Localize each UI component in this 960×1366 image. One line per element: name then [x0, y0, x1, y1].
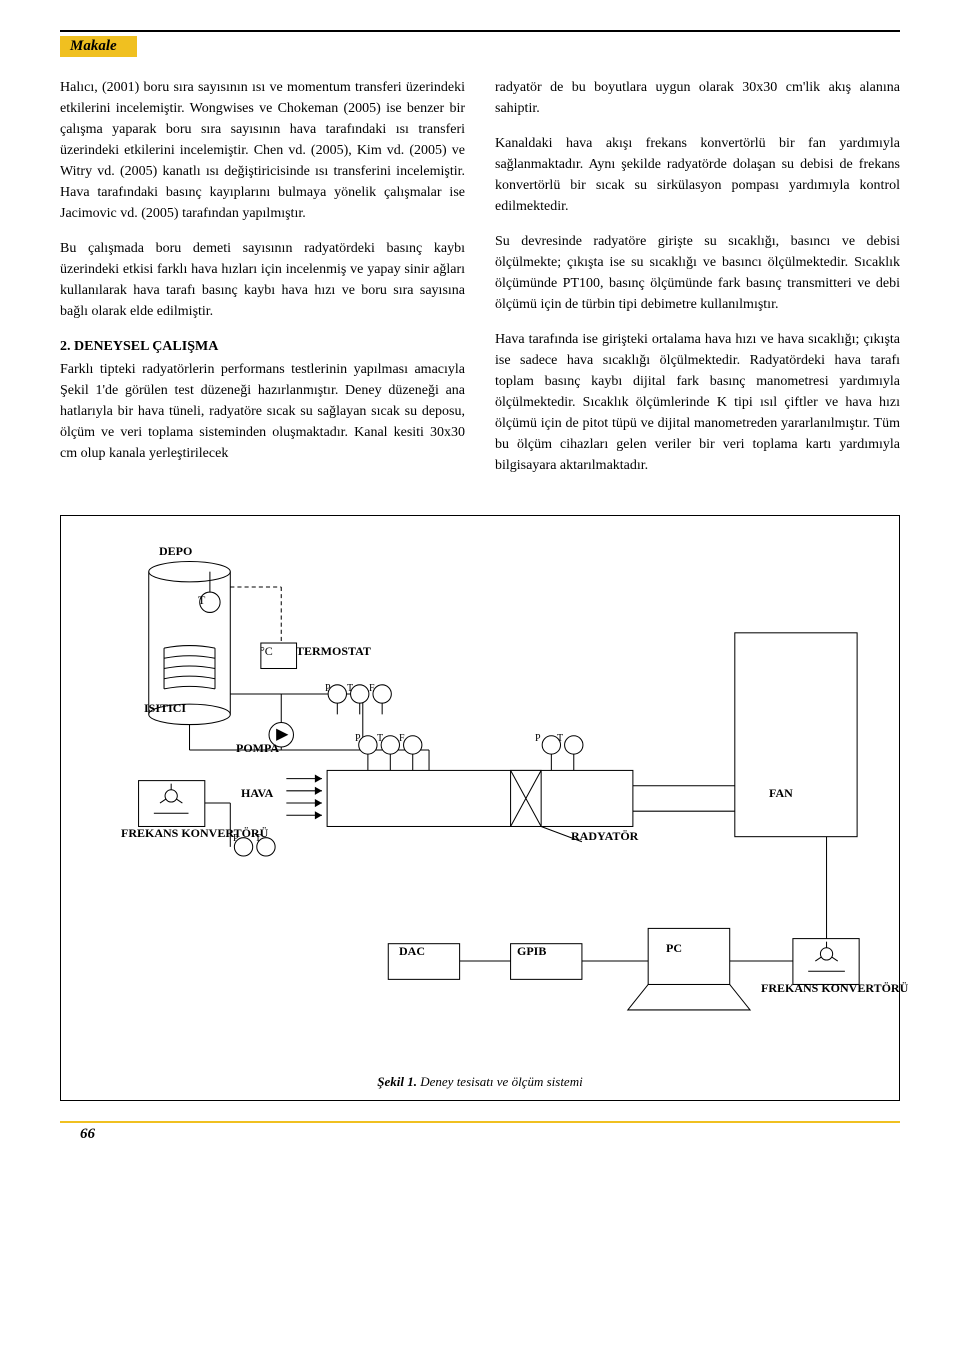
label-termostat: TERMOSTAT [296, 644, 371, 659]
label-t1: T [198, 593, 205, 608]
label-frekans2: FREKANS KONVERTÖRÜ [761, 981, 861, 996]
label-radyator: RADYATÖR [571, 829, 638, 844]
label-p-r1: P [325, 683, 331, 694]
figure-caption: Şekil 1. Deney tesisatı ve ölçüm sistemi [81, 1074, 879, 1090]
label-t-r2: T [377, 733, 383, 744]
label-pompa: POMPA [236, 741, 279, 756]
para-r4: Hava tarafında ise girişteki ortalama ha… [495, 329, 900, 476]
diagram: DEPO T °C TERMOSTAT ISITICI POMPA HAVA F… [81, 536, 879, 1066]
label-t-r1: T [347, 683, 353, 694]
para-r2: Kanaldaki hava akışı frekans konvertörlü… [495, 133, 900, 217]
label-p-bl: P [233, 833, 239, 844]
left-column: Halıcı, (2001) boru sıra sayısının ısı v… [60, 77, 465, 490]
content-columns: Halıcı, (2001) boru sıra sayısının ısı v… [60, 77, 900, 490]
page-number: 66 [80, 1126, 95, 1142]
figure-caption-rest: Deney tesisatı ve ölçüm sistemi [417, 1074, 583, 1089]
section-heading: 2. DENEYSEL ÇALIŞMA [60, 336, 465, 357]
header-badge: Makale [60, 36, 137, 57]
label-t-bl: T [255, 833, 261, 844]
footer-rule: 66 [60, 1121, 900, 1143]
diagram-svg [81, 536, 879, 1066]
para-1: Halıcı, (2001) boru sıra sayısının ısı v… [60, 77, 465, 224]
label-f-r1: F [369, 683, 375, 694]
figure-box: DEPO T °C TERMOSTAT ISITICI POMPA HAVA F… [60, 515, 900, 1101]
para-2: Bu çalışmada boru demeti sayısının radya… [60, 238, 465, 322]
top-rule [60, 30, 900, 32]
label-hava: HAVA [241, 786, 273, 801]
para-r1: radyatör de bu boyutlara uygun olarak 30… [495, 77, 900, 119]
label-t-r3: T [557, 733, 563, 744]
para-3: Farklı tipteki radyatörlerin performans … [60, 359, 465, 464]
label-dac: DAC [399, 944, 425, 959]
label-fan: FAN [769, 786, 793, 801]
label-depo: DEPO [159, 544, 192, 559]
label-p-r2: P [355, 733, 361, 744]
label-gpib: GPIB [517, 944, 546, 959]
label-f-r2: F [399, 733, 405, 744]
label-p-r3: P [535, 733, 541, 744]
label-frekans1: FREKANS KONVERTÖRÜ [121, 826, 221, 841]
figure-caption-bold: Şekil 1. [377, 1074, 417, 1089]
label-celsius: °C [260, 644, 273, 659]
right-column: radyatör de bu boyutlara uygun olarak 30… [495, 77, 900, 490]
para-r3: Su devresinde radyatöre girişte su sıcak… [495, 231, 900, 315]
label-isitici: ISITICI [144, 701, 186, 716]
label-pc: PC [666, 941, 682, 956]
